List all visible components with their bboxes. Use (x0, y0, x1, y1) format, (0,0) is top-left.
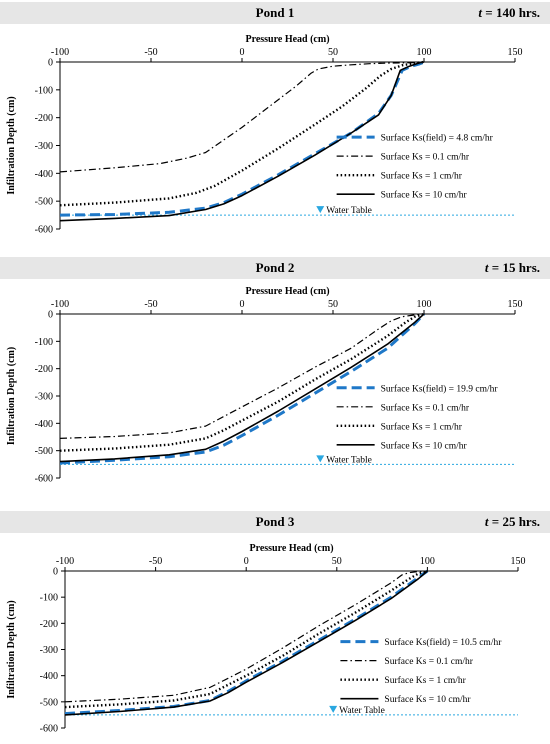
legend-label: Surface Ks(field) = 10.5 cm/hr (384, 637, 502, 648)
series-line (59, 61, 425, 173)
series-line (59, 61, 425, 222)
panel-title: Pond 1 (255, 5, 295, 20)
series-line (64, 569, 428, 709)
legend-label: Surface Ks = 0.1 cm/hr (381, 402, 470, 413)
legend-label: Surface Ks = 1 cm/hr (381, 171, 463, 182)
panel-header-band (0, 257, 550, 279)
series-line (59, 313, 425, 439)
x-tick-label: 0 (240, 47, 245, 58)
x-axis-label: Pressure Head (cm) (245, 34, 329, 45)
panel-time: t = 140 hrs. (478, 5, 540, 21)
legend-label: Surface Ks = 0.1 cm/hr (384, 656, 473, 667)
y-tick-label: -600 (40, 724, 58, 735)
y-tick-label: -100 (40, 593, 58, 604)
time-variable: t (478, 5, 483, 20)
x-axis-label: Pressure Head (cm) (249, 543, 333, 554)
y-tick-label: -500 (35, 197, 53, 208)
x-tick-label: 0 (240, 299, 245, 310)
y-tick-label: -400 (35, 419, 53, 430)
y-tick-label: 0 (48, 58, 53, 69)
x-tick-label: -100 (56, 556, 74, 567)
x-tick-label: -100 (51, 299, 69, 310)
time-value: = 140 hrs. (485, 5, 540, 20)
y-tick-label: -200 (40, 619, 58, 630)
water-table-label: Water Table (326, 206, 372, 216)
panel-time: t = 15 hrs. (485, 260, 540, 276)
y-tick-label: -200 (35, 113, 53, 124)
water-table-marker (329, 705, 338, 713)
x-tick-label: -50 (149, 556, 162, 567)
legend-label: Surface Ks = 10 cm/hr (384, 694, 471, 705)
x-tick-label: 150 (511, 556, 526, 567)
x-tick-label: 0 (244, 556, 249, 567)
y-tick-label: 0 (53, 567, 58, 578)
x-tick-label: 50 (328, 47, 338, 58)
x-tick-label: 100 (417, 299, 432, 310)
y-tick-label: -300 (40, 645, 58, 656)
chart-pond-3: Pressure Head (cm) Infiltration Depth (cm… (6, 543, 526, 735)
x-tick-label: 100 (420, 556, 435, 567)
pond-2-panel: Pond 2 t = 15 hrs. Pressure Head (cm) Inf… (0, 257, 550, 503)
y-tick-label: -300 (35, 392, 53, 403)
x-tick-label: -100 (51, 47, 69, 58)
time-variable: t (484, 514, 489, 529)
y-tick-label: -100 (35, 85, 53, 96)
series-line (59, 313, 425, 463)
legend-label: Surface Ks = 1 cm/hr (384, 675, 466, 686)
x-axis-label: Pressure Head (cm) (245, 286, 329, 297)
water-table-label: Water Table (326, 455, 372, 465)
legend-label: Surface Ks = 10 cm/hr (381, 190, 468, 201)
panel-time: t = 25 hrs. (485, 514, 540, 530)
series-line (59, 60, 425, 207)
water-table-marker (316, 206, 325, 214)
y-axis-label: Infiltration Depth (cm) (6, 96, 17, 194)
x-tick-label: 50 (332, 556, 342, 567)
panel-title: Pond 3 (255, 514, 295, 529)
y-tick-label: -600 (35, 225, 53, 236)
time-variable: t (484, 260, 489, 275)
time-value: = 25 hrs. (491, 514, 540, 529)
x-tick-label: -50 (144, 47, 157, 58)
legend-label: Surface Ks = 10 cm/hr (381, 440, 468, 451)
x-tick-label: 50 (328, 299, 338, 310)
y-tick-label: -600 (35, 474, 53, 485)
panel-title: Pond 2 (255, 260, 295, 275)
y-tick-label: -300 (35, 141, 53, 152)
y-axis-label: Infiltration Depth (cm) (6, 600, 17, 698)
panel-header-band (0, 511, 550, 533)
water-table-marker (316, 455, 325, 463)
y-tick-label: -400 (35, 169, 53, 180)
pond-3-panel: Pond 3 t = 25 hrs. Pressure Head (cm) Inf… (0, 511, 550, 744)
y-tick-label: -100 (35, 337, 53, 348)
legend-label: Surface Ks(field) = 19.9 cm/hr (381, 383, 499, 394)
y-tick-label: -400 (40, 671, 58, 682)
x-tick-label: -50 (144, 299, 157, 310)
x-tick-label: 150 (508, 299, 523, 310)
y-tick-label: -500 (40, 697, 58, 708)
panel-header-band (0, 2, 550, 24)
time-value: = 15 hrs. (491, 260, 540, 275)
pond-1-panel: Pond 1 t = 140 hrs. Pressure Head (cm) In… (0, 2, 550, 250)
legend-label: Surface Ks = 0.1 cm/hr (381, 152, 470, 163)
y-tick-label: -200 (35, 364, 53, 375)
chart-pond-1: Pressure Head (cm) Infiltration Depth (cm… (6, 34, 523, 236)
y-tick-label: 0 (48, 310, 53, 321)
series-line (59, 312, 426, 465)
chart-pond-2: Pressure Head (cm) Infiltration Depth (cm… (6, 286, 523, 485)
water-table-label: Water Table (339, 706, 385, 716)
y-tick-label: -500 (35, 446, 53, 457)
x-tick-label: 100 (417, 47, 432, 58)
series-line (59, 312, 425, 452)
series-line (64, 570, 428, 716)
x-tick-label: 150 (508, 47, 523, 58)
legend-label: Surface Ks(field) = 4.8 cm/hr (381, 133, 494, 144)
y-axis-label: Infiltration Depth (cm) (6, 347, 17, 445)
series-line (64, 570, 428, 703)
legend-label: Surface Ks = 1 cm/hr (381, 421, 463, 432)
